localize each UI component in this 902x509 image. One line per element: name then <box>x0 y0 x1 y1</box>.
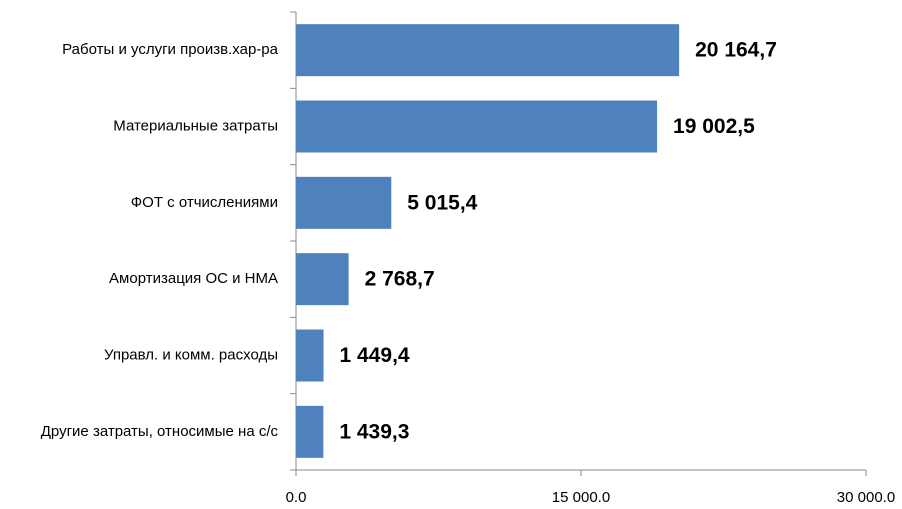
x-tick-label: 30 000.0 <box>837 489 895 506</box>
value-label: 2 768,7 <box>365 268 435 291</box>
y-tick-label: Материальные затраты <box>113 117 278 134</box>
y-tick-label: Работы и услуги произв.хар-ра <box>62 41 278 58</box>
value-label: 1 439,3 <box>339 420 409 443</box>
y-tick-label: Другие затраты, относимые на с/с <box>41 423 279 440</box>
bar <box>296 329 324 382</box>
bar <box>296 176 392 229</box>
y-tick-label: ФОТ с отчислениями <box>131 194 278 211</box>
value-label: 5 015,4 <box>407 191 477 214</box>
x-tick-label: 0.0 <box>286 489 307 506</box>
y-tick-label: Управл. и комм. расходы <box>104 346 278 363</box>
value-label: 20 164,7 <box>695 39 777 62</box>
x-tick-label: 15 000.0 <box>552 489 610 506</box>
value-label: 19 002,5 <box>673 115 755 138</box>
bar <box>296 100 658 153</box>
bar <box>296 405 324 458</box>
value-label: 1 449,4 <box>340 344 410 367</box>
bar <box>296 24 680 77</box>
y-tick-label: Амортизация ОС и НМА <box>109 270 278 287</box>
bar <box>296 253 349 306</box>
